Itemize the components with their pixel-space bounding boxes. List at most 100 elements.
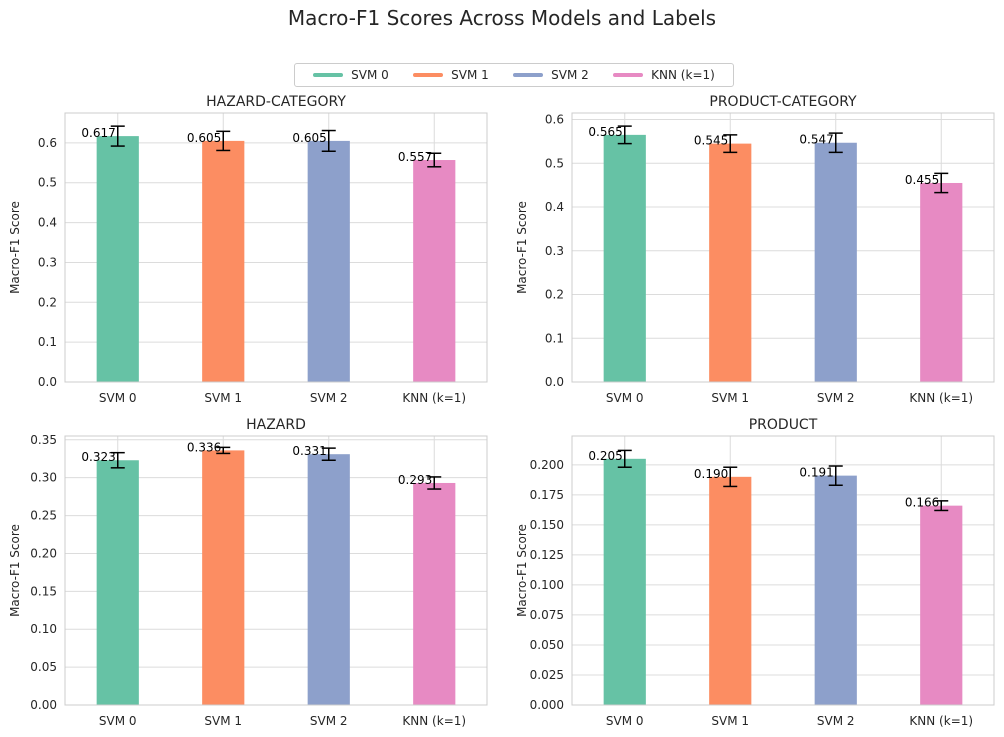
y-tick-label: 0.175 — [530, 488, 564, 502]
y-tick-label: 0.075 — [530, 608, 564, 622]
bar — [202, 140, 245, 382]
legend-swatch — [413, 73, 444, 77]
plot-area — [572, 113, 994, 382]
data-label: 0.166 — [905, 496, 939, 510]
x-tick-label: SVM 0 — [606, 714, 644, 728]
bar — [202, 450, 245, 705]
x-tick-label: SVM 1 — [204, 714, 242, 728]
y-tick-label: 0.3 — [545, 244, 564, 258]
bar — [603, 134, 646, 382]
x-tick-label: SVM 2 — [310, 391, 348, 405]
x-tick-label: SVM 1 — [711, 391, 749, 405]
y-tick-label: 0.5 — [38, 176, 57, 190]
plot-frame — [571, 112, 995, 383]
bar — [920, 182, 963, 382]
x-tick-label: SVM 0 — [606, 391, 644, 405]
y-tick-label: 0.4 — [545, 200, 564, 214]
x-tick-label: SVM 2 — [817, 714, 855, 728]
data-label: 0.323 — [81, 450, 115, 464]
legend-swatch — [613, 73, 644, 77]
legend-item-svm1: SVM 1 — [413, 68, 489, 82]
y-tick-label: 0.0 — [545, 375, 564, 389]
data-label: 0.293 — [398, 473, 432, 487]
legend: SVM 0 SVM 1 SVM 2 KNN (k=1) — [294, 63, 734, 87]
x-tick-label: KNN (k=1) — [909, 714, 973, 728]
data-label: 0.565 — [588, 125, 622, 139]
figure-title: Macro-F1 Scores Across Models and Labels — [287, 6, 717, 30]
y-tick-label: 0.25 — [30, 509, 57, 523]
y-axis-label: Macro-F1 Score — [8, 524, 22, 617]
bar — [413, 160, 456, 382]
data-label: 0.336 — [187, 440, 221, 454]
y-tick-label: 0.15 — [30, 584, 57, 598]
data-label: 0.605 — [292, 131, 326, 145]
data-label: 0.190 — [694, 467, 728, 481]
y-tick-label: 0.0 — [38, 375, 57, 389]
y-tick-label: 0.200 — [530, 458, 564, 472]
data-label: 0.547 — [799, 133, 833, 147]
y-tick-label: 0.05 — [30, 660, 57, 674]
data-label: 0.331 — [292, 444, 326, 458]
bar — [709, 143, 752, 382]
legend-label: SVM 0 — [351, 68, 389, 82]
x-tick-label: SVM 1 — [711, 714, 749, 728]
data-label: 0.191 — [799, 466, 833, 480]
x-tick-label: KNN (k=1) — [909, 391, 973, 405]
x-tick-label: KNN (k=1) — [402, 391, 466, 405]
y-tick-label: 0.10 — [30, 622, 57, 636]
data-label: 0.205 — [588, 449, 622, 463]
plot-frame — [64, 435, 488, 706]
y-tick-label: 0.100 — [530, 578, 564, 592]
y-tick-label: 0.6 — [545, 113, 564, 127]
bar — [96, 136, 139, 382]
legend-label: SVM 2 — [551, 68, 589, 82]
subplot-title: HAZARD-CATEGORY — [206, 94, 346, 110]
y-axis-label: Macro-F1 Score — [515, 201, 529, 294]
y-tick-label: 0.6 — [38, 136, 57, 150]
data-label: 0.617 — [81, 126, 115, 140]
plot-frame — [571, 435, 995, 706]
legend-swatch — [313, 73, 344, 77]
x-tick-label: SVM 2 — [310, 714, 348, 728]
bar — [709, 476, 752, 705]
legend-label: SVM 1 — [451, 68, 489, 82]
y-tick-label: 0.150 — [530, 518, 564, 532]
bar — [920, 505, 963, 705]
plot-area — [65, 436, 487, 705]
y-tick-label: 0.30 — [30, 471, 57, 485]
x-tick-label: SVM 0 — [99, 391, 137, 405]
bar — [814, 142, 857, 382]
y-tick-label: 0.1 — [545, 331, 564, 345]
subplot-title: HAZARD — [246, 417, 306, 433]
data-label: 0.455 — [905, 173, 939, 187]
y-axis-label: Macro-F1 Score — [515, 524, 529, 617]
y-tick-label: 0.4 — [38, 216, 57, 230]
y-tick-label: 0.3 — [38, 255, 57, 269]
legend-item-svm0: SVM 0 — [313, 68, 389, 82]
plot-frame — [64, 112, 488, 383]
y-tick-label: 0.35 — [30, 433, 57, 447]
bar — [413, 482, 456, 705]
y-tick-label: 0.050 — [530, 638, 564, 652]
x-tick-label: SVM 0 — [99, 714, 137, 728]
bar — [96, 460, 139, 705]
bar — [814, 475, 857, 705]
y-tick-label: 0.025 — [530, 668, 564, 682]
bar — [603, 458, 646, 705]
legend-label: KNN (k=1) — [651, 68, 715, 82]
y-axis-label: Macro-F1 Score — [8, 201, 22, 294]
y-tick-label: 0.125 — [530, 548, 564, 562]
legend-item-svm2: SVM 2 — [513, 68, 589, 82]
y-tick-label: 0.00 — [30, 698, 57, 712]
bar — [307, 454, 350, 705]
subplot-title: PRODUCT-CATEGORY — [709, 94, 857, 110]
legend-item-knn: KNN (k=1) — [613, 68, 715, 82]
data-label: 0.545 — [694, 134, 728, 148]
data-label: 0.605 — [187, 131, 221, 145]
data-label: 0.557 — [398, 150, 432, 164]
